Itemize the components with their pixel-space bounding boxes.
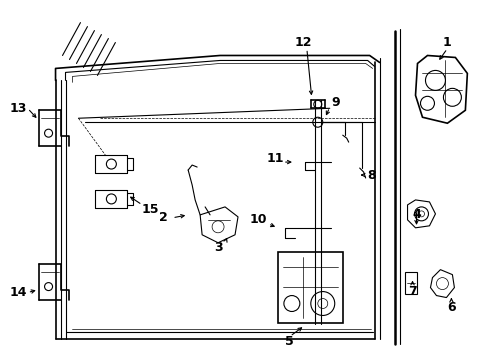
Text: 6: 6 <box>447 301 456 314</box>
Text: 8: 8 <box>368 168 376 181</box>
Text: 13: 13 <box>10 102 27 115</box>
Text: 4: 4 <box>412 208 421 221</box>
Text: 11: 11 <box>266 152 284 165</box>
Text: 7: 7 <box>408 285 417 298</box>
Text: 1: 1 <box>443 36 452 49</box>
Text: 9: 9 <box>331 96 340 109</box>
Bar <box>278 252 343 323</box>
Text: 10: 10 <box>249 213 267 226</box>
Bar <box>405 272 416 293</box>
Text: 3: 3 <box>214 241 222 254</box>
Text: 14: 14 <box>10 286 27 299</box>
Text: 5: 5 <box>286 335 294 348</box>
Text: 2: 2 <box>159 211 168 224</box>
Text: 15: 15 <box>142 203 159 216</box>
Text: 12: 12 <box>294 36 312 49</box>
